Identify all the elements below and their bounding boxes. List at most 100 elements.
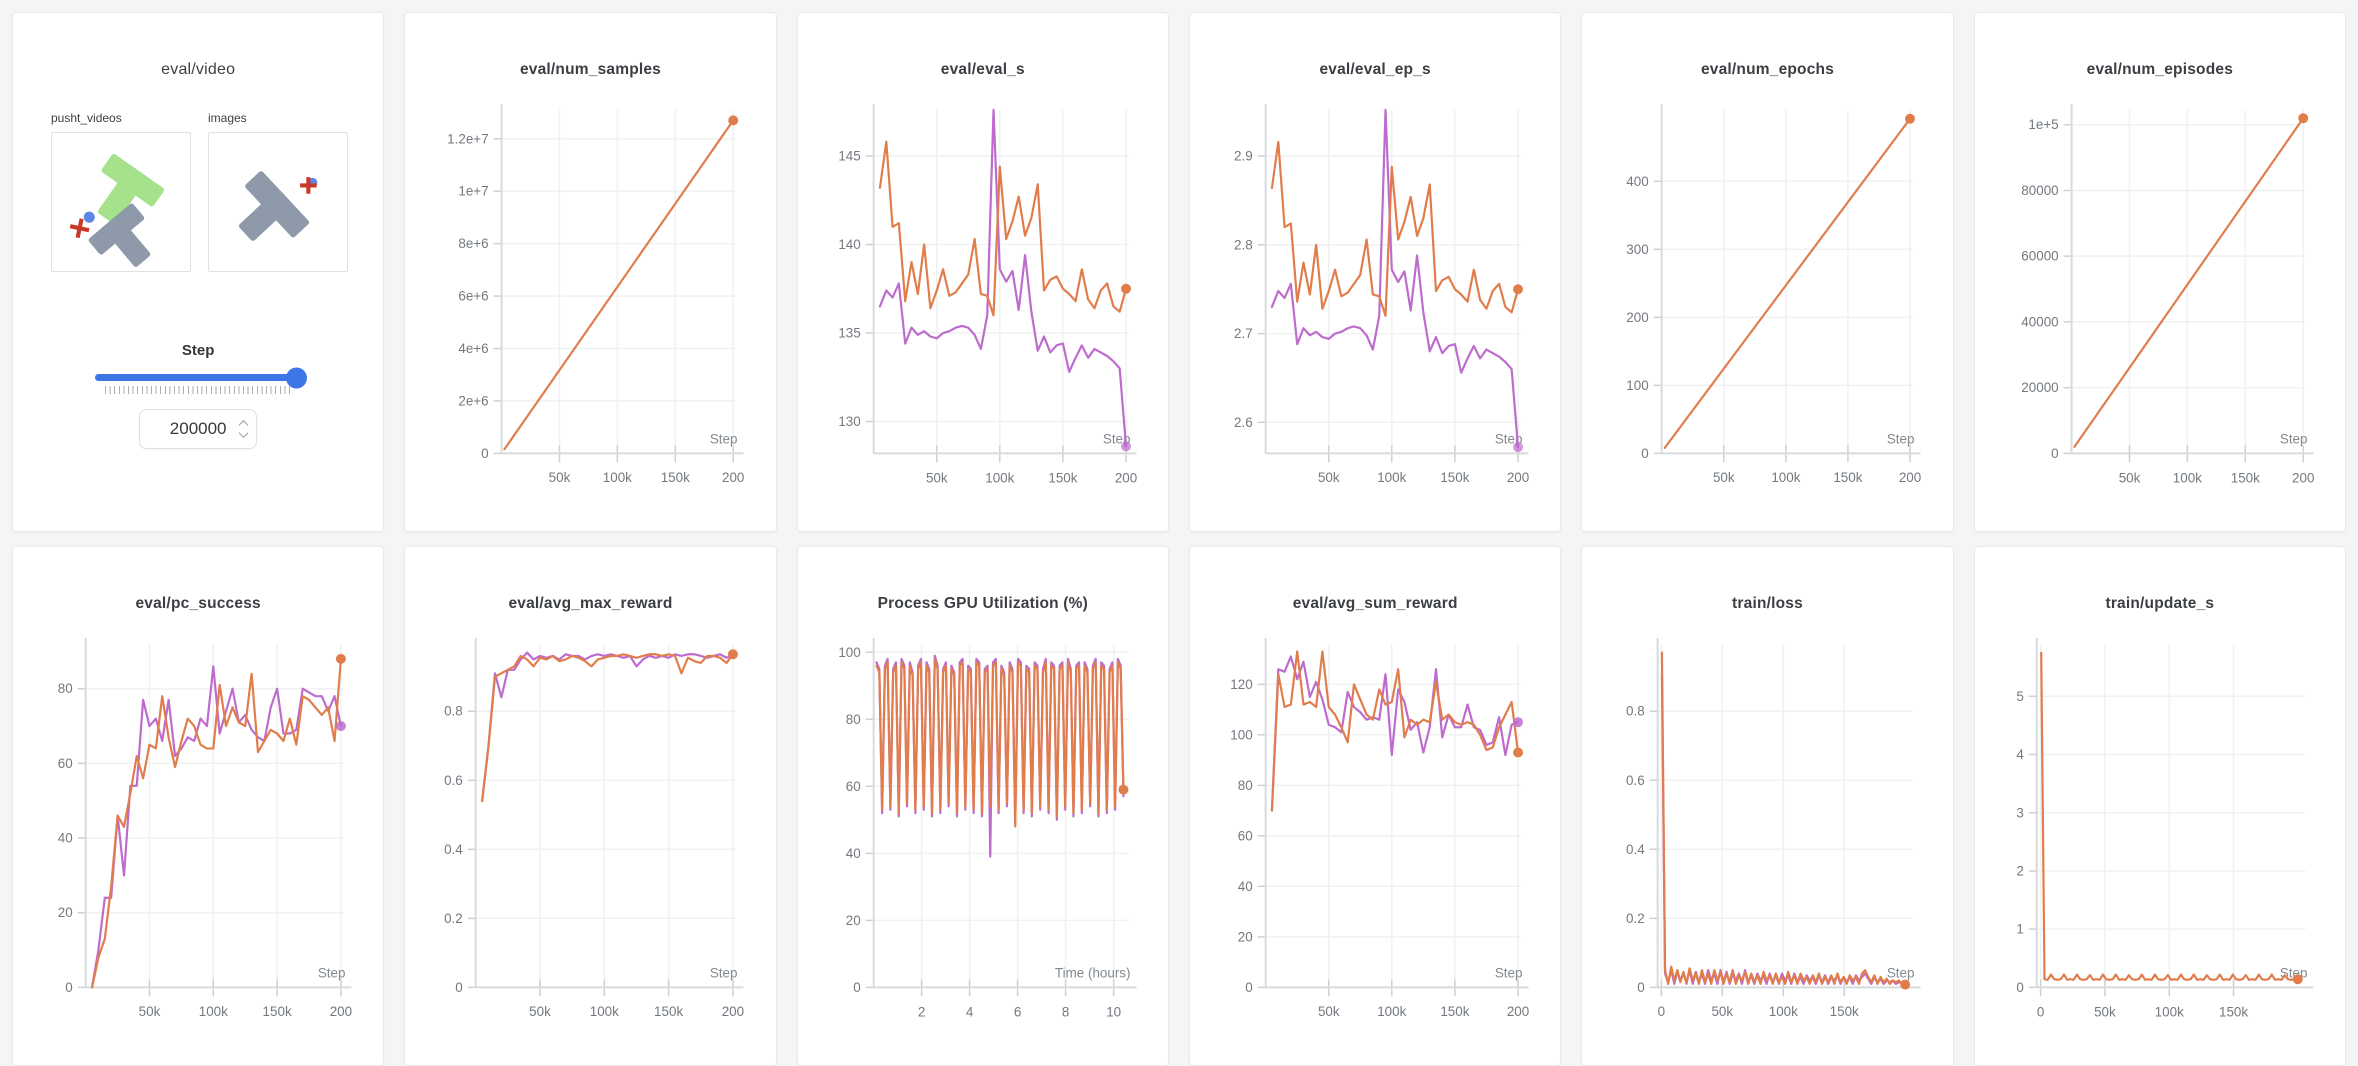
svg-text:40: 40: [845, 846, 860, 861]
svg-text:0.8: 0.8: [1626, 704, 1645, 719]
svg-text:300: 300: [1627, 242, 1649, 257]
svg-text:200: 200: [330, 1004, 352, 1019]
chart-panel-avg-sum-reward: eval/avg_sum_reward 120 100 80 60 40 20 0 50k 10…: [1189, 546, 1562, 1066]
svg-text:8e+6: 8e+6: [459, 236, 489, 251]
svg-text:60: 60: [1238, 828, 1253, 843]
svg-text:Step: Step: [2280, 431, 2308, 446]
line-chart[interactable]: 0.8 0.6 0.4 0.2 0 50k 100k 150k 200 Step: [405, 631, 775, 1066]
svg-text:0: 0: [1245, 980, 1252, 995]
slider-ruler-ticks: [105, 386, 292, 394]
svg-text:0.4: 0.4: [444, 842, 463, 857]
media-panel-title: eval/video: [161, 61, 236, 78]
svg-text:150k: 150k: [1830, 1004, 1859, 1019]
svg-text:50k: 50k: [549, 470, 571, 485]
svg-text:0.6: 0.6: [1626, 773, 1645, 788]
svg-text:1: 1: [2016, 922, 2023, 937]
svg-text:50k: 50k: [1318, 1004, 1340, 1019]
svg-text:100k: 100k: [1377, 470, 1406, 485]
media-row: pusht_videos: [13, 111, 383, 272]
slider-handle[interactable]: [286, 367, 308, 388]
svg-text:100: 100: [838, 645, 860, 660]
svg-text:200: 200: [1627, 310, 1649, 325]
line-chart[interactable]: 0.8 0.6 0.4 0.2 00 50k 100k 150k Step: [1582, 631, 1952, 1066]
chart-panel-pc-success: eval/pc_success 80 60 40 20 0 50k 100k 150k 200 S…: [12, 546, 385, 1066]
svg-text:50k: 50k: [529, 1004, 551, 1019]
chart-title: eval/num_episodes: [2086, 61, 2234, 78]
svg-text:50k: 50k: [1713, 470, 1735, 485]
line-chart[interactable]: 400 300 200 100 0 50k 100k 150k 200 Step: [1582, 97, 1952, 532]
line-chart[interactable]: 1e+5 80000 60000 40000 20000 0 50k 100k 150k 200 S…: [1975, 97, 2345, 532]
svg-text:60: 60: [58, 756, 73, 771]
svg-text:50k: 50k: [1712, 1004, 1734, 1019]
chart-panel-eval-ep-s: eval/eval_ep_s 2.9 2.8 2.7 2.6 50k 100k 150k 20…: [1189, 12, 1562, 532]
svg-text:0: 0: [481, 446, 488, 461]
svg-text:0: 0: [1658, 1004, 1665, 1019]
svg-text:130: 130: [838, 414, 860, 429]
chart-title: eval/eval_ep_s: [1319, 61, 1431, 78]
svg-text:4: 4: [2016, 747, 2024, 762]
slider-track[interactable]: [95, 367, 308, 388]
chart-title: eval/eval_s: [940, 61, 1025, 78]
svg-text:80000: 80000: [2021, 183, 2058, 198]
svg-text:Step: Step: [1887, 965, 1915, 980]
svg-text:20: 20: [845, 913, 860, 928]
pusht-video-thumbnail[interactable]: [51, 132, 191, 272]
svg-text:80: 80: [58, 681, 73, 696]
svg-text:2.9: 2.9: [1234, 149, 1253, 164]
svg-text:60000: 60000: [2021, 249, 2058, 264]
chart-title: eval/avg_sum_reward: [1292, 595, 1458, 612]
svg-text:50k: 50k: [2094, 1004, 2116, 1019]
svg-text:100k: 100k: [603, 470, 632, 485]
step-slider-label: Step: [181, 342, 215, 359]
chart-title: train/update_s: [2105, 595, 2215, 612]
spinner-down-icon[interactable]: [238, 428, 249, 438]
svg-text:150k: 150k: [1440, 1004, 1469, 1019]
svg-text:0.8: 0.8: [444, 704, 463, 719]
svg-text:0.6: 0.6: [444, 773, 463, 788]
svg-text:150k: 150k: [1834, 470, 1863, 485]
svg-text:Step: Step: [1495, 431, 1523, 446]
svg-text:4: 4: [966, 1004, 974, 1019]
images-thumbnail[interactable]: [208, 132, 348, 272]
step-spinner[interactable]: [238, 420, 249, 438]
svg-text:1.2e+7: 1.2e+7: [448, 131, 489, 146]
line-chart[interactable]: 100 80 60 40 20 0 2 4 6 8 10 Time (hours): [798, 631, 1168, 1066]
svg-text:50k: 50k: [1318, 470, 1340, 485]
svg-text:0.2: 0.2: [444, 911, 463, 926]
line-chart[interactable]: 2.9 2.8 2.7 2.6 50k 100k 150k 200 Step: [1190, 97, 1560, 532]
svg-text:40: 40: [58, 831, 73, 846]
chart-title: eval/avg_max_reward: [508, 595, 673, 612]
chart-panel-num-samples: eval/num_samples 1.2e+7 1e+7 8e+6 6e+6 4e+6 2…: [404, 12, 777, 532]
svg-text:0: 0: [456, 980, 463, 995]
svg-text:50k: 50k: [926, 470, 948, 485]
svg-text:5: 5: [2016, 689, 2023, 704]
chart-title: Process GPU Utilization (%): [877, 595, 1089, 612]
svg-text:100k: 100k: [2172, 470, 2201, 485]
svg-text:0: 0: [853, 980, 860, 995]
step-slider[interactable]: [95, 367, 308, 394]
svg-text:100k: 100k: [985, 470, 1014, 485]
svg-text:1e+7: 1e+7: [459, 184, 489, 199]
svg-text:0: 0: [1638, 980, 1645, 995]
svg-text:40: 40: [1238, 879, 1253, 894]
svg-text:200: 200: [1114, 470, 1136, 485]
svg-text:8: 8: [1062, 1004, 1069, 1019]
pusht-scene-image: [238, 171, 318, 241]
svg-text:Step: Step: [710, 431, 738, 446]
svg-text:150k: 150k: [654, 1004, 683, 1019]
svg-text:100k: 100k: [1772, 470, 1801, 485]
svg-text:0: 0: [1642, 446, 1649, 461]
svg-text:Step: Step: [1887, 431, 1915, 446]
line-chart[interactable]: 1.2e+7 1e+7 8e+6 6e+6 4e+6 2e+6 0 50k 100k 150k 20…: [405, 97, 775, 532]
step-input[interactable]: 200000: [139, 409, 258, 449]
chart-panel-avg-max-reward: eval/avg_max_reward 0.8 0.6 0.4 0.2 0 50k 100k…: [404, 546, 777, 1066]
svg-text:3: 3: [2016, 805, 2023, 820]
svg-text:2.7: 2.7: [1234, 326, 1253, 341]
svg-text:20: 20: [58, 905, 73, 920]
chart-panel-num-episodes: eval/num_episodes 1e+5 80000 60000 40000 200…: [1973, 12, 2346, 532]
